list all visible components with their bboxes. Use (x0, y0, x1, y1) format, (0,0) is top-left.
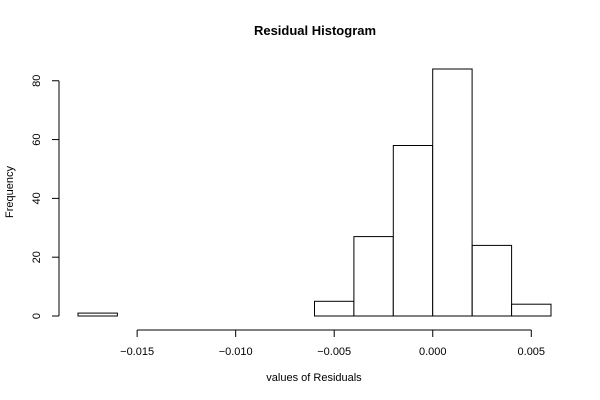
chart-title: Residual Histogram (254, 23, 376, 38)
y-axis-label: Frequency (4, 166, 16, 218)
histogram-bars (77, 68, 552, 317)
histogram-bar-9 (432, 68, 473, 317)
x-tick-label: 0.000 (419, 346, 447, 358)
y-tick-label: 60 (31, 133, 43, 145)
histogram-bar-10 (471, 244, 513, 317)
y-tick-label: 20 (31, 251, 43, 263)
y-tick-label: 80 (31, 75, 43, 87)
x-tick-label: 0.005 (518, 346, 546, 358)
histogram-bar-7 (353, 236, 394, 317)
histogram-bar-11 (511, 303, 552, 317)
x-axis: −0.015 −0.010 −0.005 0.000 0.005 (120, 329, 546, 358)
x-axis-label: values of Residuals (266, 372, 362, 384)
histogram-bar-8 (392, 145, 434, 317)
x-tick-label: −0.010 (219, 346, 253, 358)
y-axis: 0 20 40 60 80 (31, 75, 60, 319)
histogram-bar-0 (77, 312, 118, 317)
x-tick-label: −0.015 (120, 346, 154, 358)
y-tick-label: 40 (31, 192, 43, 204)
y-tick-label: 0 (31, 313, 43, 319)
x-tick-label: −0.005 (317, 346, 351, 358)
histogram-bar-6 (314, 300, 355, 317)
